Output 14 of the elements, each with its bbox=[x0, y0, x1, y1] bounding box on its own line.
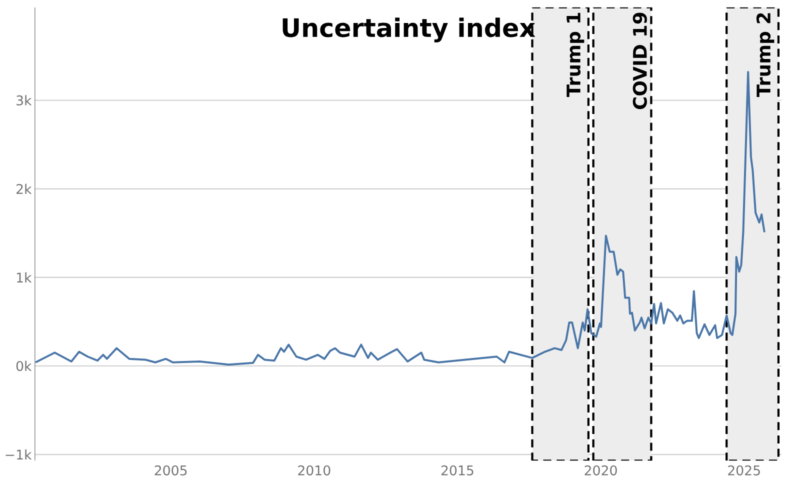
band-label: Trump 2 bbox=[756, 13, 774, 97]
y-tick-label: 0k bbox=[16, 360, 32, 372]
y-tick-label: 3k bbox=[16, 95, 32, 106]
x-tick-label: 2020 bbox=[584, 465, 617, 476]
band-label: COVID 19 bbox=[632, 12, 647, 110]
y-tick-label: 1k bbox=[16, 272, 32, 282]
y-tick-label: 2k bbox=[16, 184, 32, 194]
x-tick-label: 2025 bbox=[728, 465, 760, 476]
x-tick-label: 2015 bbox=[441, 465, 474, 476]
x-tick-label: 2005 bbox=[154, 465, 187, 476]
chart-title: Uncertainty index bbox=[282, 18, 536, 42]
x-tick-label: 2010 bbox=[298, 465, 330, 476]
band-label: Trump 1 bbox=[566, 12, 584, 97]
y-tick-label: −1k bbox=[6, 449, 32, 460]
